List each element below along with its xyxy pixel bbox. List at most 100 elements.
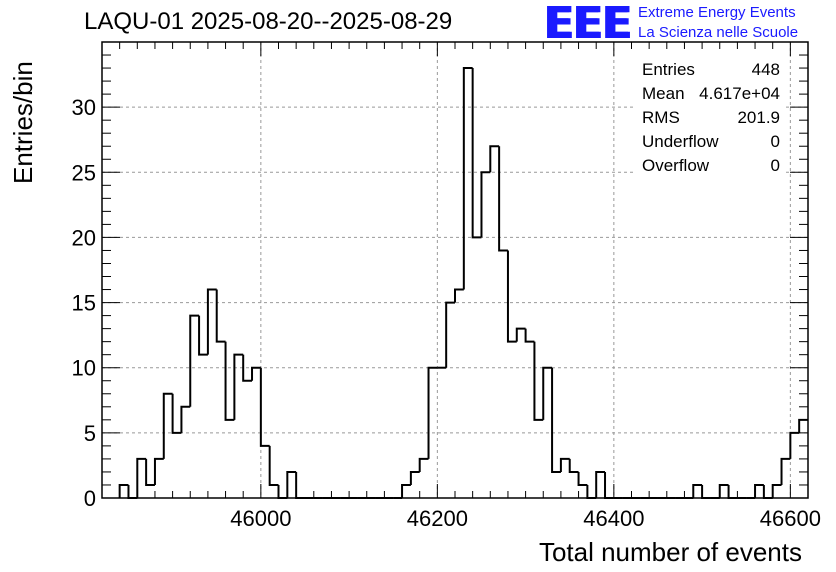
histogram-bin-step — [277, 484, 288, 499]
histogram-bin — [189, 314, 200, 407]
y-tick-label: 10 — [72, 356, 96, 381]
histogram-bin — [586, 484, 597, 499]
y-tick-label: 5 — [84, 421, 96, 446]
histogram-bin — [409, 470, 420, 485]
logo-line-1: Extreme Energy Events — [638, 4, 796, 21]
histogram-bin-step — [153, 457, 164, 485]
stats-underflow: Underflow 0 — [642, 130, 780, 154]
histogram-bin — [577, 471, 588, 486]
histogram-bin-step — [427, 366, 438, 459]
histogram-bin-step — [586, 484, 597, 499]
histogram-bin-step — [401, 483, 411, 498]
histogram-bin — [701, 484, 711, 499]
histogram-bin-step — [171, 393, 182, 434]
histogram-bin — [206, 288, 217, 355]
histogram-bin-step — [418, 457, 429, 472]
histogram-bin-step — [215, 289, 226, 343]
histogram-bin — [427, 366, 438, 459]
histogram-bin — [286, 470, 297, 498]
histogram-bin — [295, 471, 305, 499]
y-tick-label: 25 — [72, 160, 96, 185]
histogram-bin-step — [559, 457, 570, 472]
histogram-bin-step — [480, 171, 491, 238]
histogram-bin — [551, 367, 561, 473]
stats-overflow-label: Overflow — [642, 156, 710, 175]
y-tick-label: 30 — [72, 95, 96, 120]
histogram-bin — [480, 171, 491, 238]
histogram-bin-step — [180, 405, 191, 433]
stats-mean-label: Mean — [642, 84, 685, 103]
histogram-bin-step — [692, 483, 703, 498]
histogram-bin-step — [233, 353, 244, 420]
histogram-bin-step — [762, 484, 773, 499]
x-axis-label: Total number of events — [538, 537, 802, 567]
histogram-bin — [533, 341, 544, 421]
stats-rms-label: RMS — [642, 108, 680, 127]
histogram-bin — [418, 457, 429, 472]
histogram-bin-step — [780, 457, 791, 485]
y-tick-label: 15 — [72, 291, 96, 316]
histogram-bin-step — [145, 458, 155, 486]
histogram-bin — [454, 288, 464, 303]
histogram-bin-step — [506, 250, 517, 343]
histogram-bin-step — [754, 483, 764, 498]
histogram-bin — [242, 354, 253, 382]
histogram-bin-step — [206, 288, 217, 355]
stats-entries-label: Entries — [642, 60, 695, 79]
histogram-bin-step — [524, 328, 535, 343]
x-tick-label: 46400 — [583, 506, 644, 531]
histogram-bin-step — [718, 483, 729, 498]
histogram-bin-step — [224, 341, 235, 421]
histogram-bin-step — [462, 67, 473, 290]
histogram-bin-step — [727, 484, 738, 499]
x-tick-label: 46000 — [230, 506, 291, 531]
histogram-bin — [780, 457, 791, 485]
histogram-bin-step — [198, 315, 208, 356]
histogram-bin — [145, 458, 155, 486]
y-tick-label: 0 — [84, 486, 96, 511]
histogram-bin — [215, 289, 226, 343]
histogram-bin-step — [701, 484, 711, 499]
histogram-bin-step — [118, 483, 129, 498]
histogram-bin — [718, 483, 729, 498]
histogram-bin-step — [489, 145, 500, 173]
histogram-bin — [162, 392, 173, 459]
histogram-bin-step — [568, 458, 579, 473]
stats-entries: Entries 448 — [642, 58, 780, 82]
histogram-bin-step — [789, 431, 800, 459]
stats-rms: RMS 201.9 — [642, 106, 780, 130]
histogram-bin — [727, 484, 738, 499]
histogram-bin-step — [409, 470, 420, 485]
histogram-bin — [224, 341, 235, 421]
histogram-bin — [127, 484, 138, 499]
histogram-bin — [692, 483, 703, 498]
histogram-bin-step — [136, 457, 147, 498]
stats-overflow: Overflow 0 — [642, 154, 780, 178]
histogram-bin-step — [542, 366, 553, 420]
histogram-bin — [180, 405, 191, 433]
histogram-bin-step — [162, 392, 173, 459]
histogram-bin — [559, 457, 570, 472]
histogram-bin-step — [551, 367, 561, 473]
y-axis-label: Entries/bin — [8, 61, 38, 184]
chart-title: LAQU-01 2025-08-20--2025-08-29 — [84, 8, 453, 35]
histogram-bin — [445, 301, 455, 368]
histogram-bin — [198, 315, 208, 356]
histogram-bin-step — [771, 483, 782, 498]
stats-mean: Mean 4.617e+04 — [642, 82, 780, 106]
x-tick-label: 46200 — [407, 506, 468, 531]
logo-line-2: La Scienza nelle Scuole — [638, 24, 799, 41]
histogram-bin-step — [286, 470, 297, 498]
histogram-bin — [771, 483, 782, 498]
histogram-bin-step — [577, 471, 588, 486]
histogram-bin — [489, 145, 500, 173]
histogram-bin-step — [259, 367, 270, 447]
histogram-bin — [118, 483, 129, 498]
stats-box: Entries 448 Mean 4.617e+04 RMS 201.9 Und… — [642, 58, 780, 178]
histogram-bin — [524, 328, 535, 343]
histogram-bin-step — [471, 68, 482, 239]
stats-underflow-value: 0 — [770, 132, 780, 151]
histogram-bin-step — [515, 327, 526, 342]
histogram-bin — [259, 367, 270, 447]
